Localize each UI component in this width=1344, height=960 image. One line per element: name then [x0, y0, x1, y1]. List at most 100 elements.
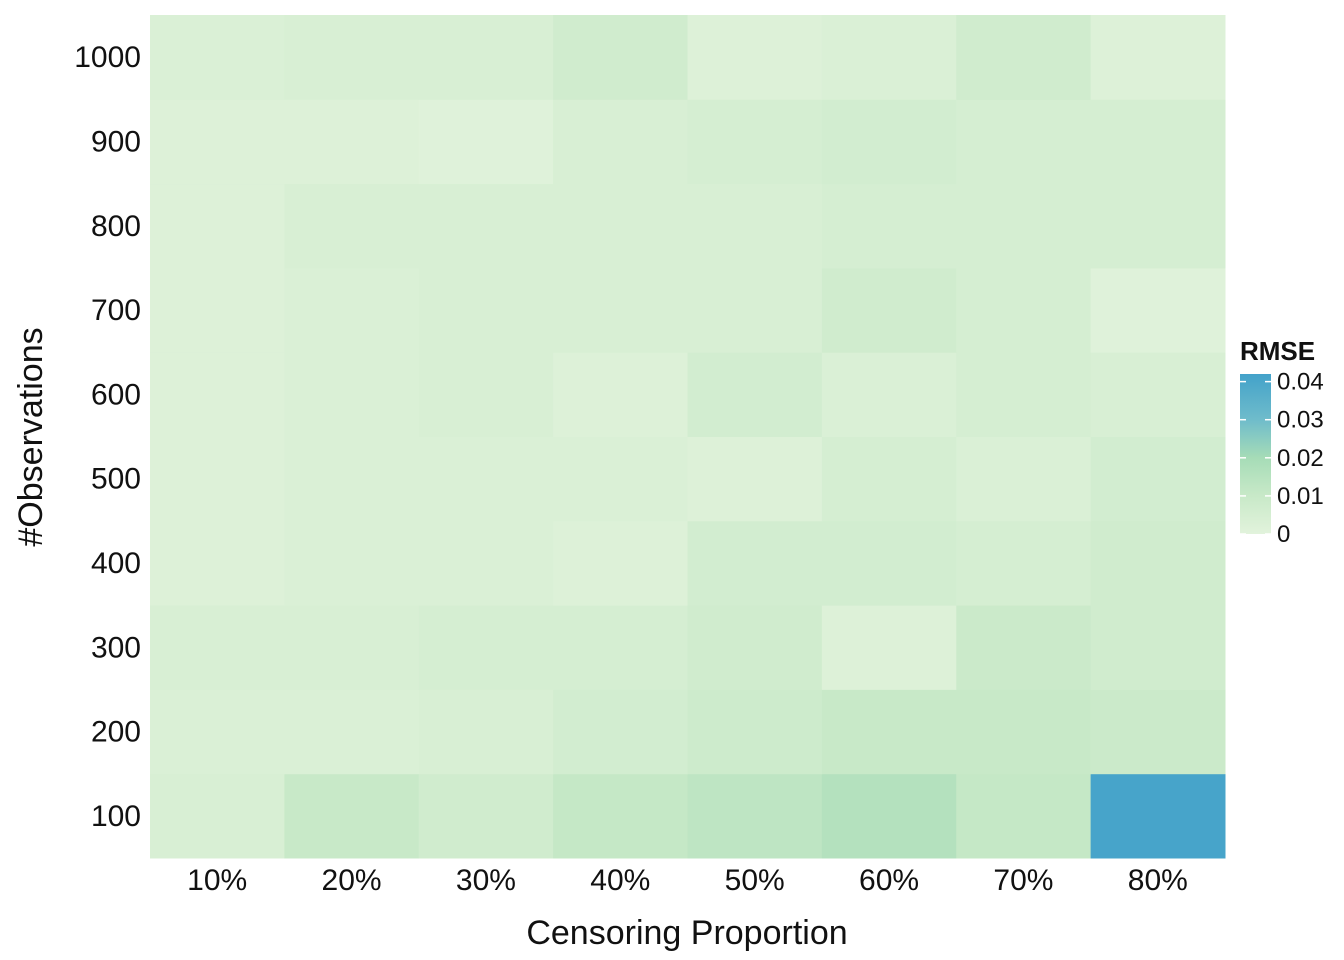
heatmap-cell — [687, 183, 823, 269]
heatmap-cell — [418, 773, 554, 859]
heatmap-cell — [284, 520, 420, 606]
heatmap-cells — [150, 15, 1226, 859]
x-tick-label: 50% — [725, 864, 785, 897]
heatmap-cell — [1090, 605, 1226, 690]
x-tick-label: 10% — [187, 864, 247, 897]
y-tick-label: 500 — [91, 463, 141, 496]
y-tick-label: 400 — [91, 547, 141, 580]
heatmap-cell — [956, 15, 1092, 100]
heatmap-cell — [418, 605, 554, 690]
heatmap-cell — [821, 520, 957, 606]
legend-tick-label: 0.04 — [1277, 369, 1324, 396]
y-tick-label: 300 — [91, 631, 141, 664]
x-axis-ticks: 10% 20% 30% 40% 50% 60% 70% 80% — [187, 864, 1188, 897]
legend-tick-label: 0 — [1277, 521, 1290, 548]
x-tick-label: 40% — [590, 864, 650, 897]
heatmap-cell — [687, 773, 823, 859]
heatmap-cell — [821, 689, 957, 775]
legend-tick-label: 0.02 — [1277, 445, 1324, 472]
heatmap-cell — [150, 267, 285, 353]
heatmap-cell — [553, 99, 688, 185]
y-axis-ticks: 100 200 300 400 500 600 700 800 900 1000 — [74, 41, 141, 833]
heatmap-cell — [418, 183, 554, 269]
heatmap-cell — [687, 520, 823, 606]
legend-title: RMSE — [1240, 336, 1315, 366]
heatmap-cell — [150, 436, 285, 522]
y-tick-label: 900 — [91, 125, 141, 158]
heatmap-cell — [956, 352, 1092, 437]
heatmap-cell — [150, 183, 285, 269]
heatmap-cell — [821, 352, 957, 437]
heatmap-cell — [821, 773, 957, 859]
x-tick-label: 30% — [456, 864, 516, 897]
heatmap-cell — [418, 352, 554, 437]
legend-tick-label: 0.01 — [1277, 483, 1324, 510]
heatmap-cell — [284, 15, 420, 100]
y-axis-title: #Observations — [12, 327, 50, 546]
heatmap-cell — [821, 267, 957, 353]
heatmap-cell — [687, 15, 823, 100]
heatmap-cell — [150, 520, 285, 606]
heatmap-cell — [821, 99, 957, 185]
legend-ticks: 0 0.01 0.02 0.03 0.04 — [1240, 369, 1324, 548]
heatmap-cell — [956, 605, 1092, 690]
heatmap-cell — [284, 773, 420, 859]
y-tick-label: 600 — [91, 378, 141, 411]
heatmap-cell — [956, 267, 1092, 353]
heatmap-cell — [418, 267, 554, 353]
y-tick-label: 800 — [91, 210, 141, 243]
heatmap-cell — [553, 352, 688, 437]
heatmap-cell — [956, 520, 1092, 606]
heatmap-cell — [284, 352, 420, 437]
heatmap-cell — [418, 99, 554, 185]
heatmap-cell — [956, 773, 1092, 859]
legend-color-bar — [1240, 374, 1271, 534]
y-tick-label: 200 — [91, 716, 141, 749]
heatmap-cell — [418, 689, 554, 775]
y-tick-label: 1000 — [74, 41, 141, 74]
heatmap-cell — [284, 267, 420, 353]
heatmap-cell — [150, 689, 285, 775]
heatmap-cell — [956, 689, 1092, 775]
x-tick-label: 80% — [1128, 864, 1188, 897]
heatmap-cell — [150, 15, 285, 100]
heatmap-cell — [150, 773, 285, 859]
heatmap-cell — [821, 605, 957, 690]
heatmap-cell — [687, 99, 823, 185]
heatmap-cell — [956, 99, 1092, 185]
heatmap-cell — [553, 605, 688, 690]
heatmap-cell — [821, 183, 957, 269]
heatmap-cell — [687, 605, 823, 690]
heatmap-cell — [1090, 773, 1226, 859]
heatmap-cell — [553, 183, 688, 269]
heatmap-cell — [553, 773, 688, 859]
heatmap-cell — [821, 15, 957, 100]
heatmap-cell — [418, 520, 554, 606]
heatmap-cell — [150, 99, 285, 185]
heatmap-cell — [956, 436, 1092, 522]
heatmap-cell — [284, 689, 420, 775]
heatmap-cell — [687, 436, 823, 522]
heatmap-cell — [1090, 99, 1226, 185]
x-tick-label: 60% — [859, 864, 919, 897]
heatmap-cell — [553, 267, 688, 353]
heatmap-cell — [553, 520, 688, 606]
y-tick-label: 100 — [91, 800, 141, 833]
heatmap-cell — [821, 436, 957, 522]
heatmap-cell — [284, 436, 420, 522]
x-axis-title: Censoring Proportion — [526, 914, 847, 952]
y-tick-label: 700 — [91, 294, 141, 327]
heatmap-cell — [418, 15, 554, 100]
heatmap-cell — [1090, 520, 1226, 606]
heatmap-cell — [687, 689, 823, 775]
heatmap-cell — [1090, 352, 1226, 437]
heatmap-cell — [1090, 436, 1226, 522]
heatmap-cell — [956, 183, 1092, 269]
heatmap-cell — [150, 605, 285, 690]
heatmap-cell — [1090, 689, 1226, 775]
heatmap-cell — [1090, 15, 1226, 100]
legend-tick-label: 0.03 — [1277, 407, 1324, 434]
color-legend: RMSE 0 0.01 0.02 0.03 0.04 — [1240, 336, 1324, 548]
heatmap-cell — [284, 99, 420, 185]
